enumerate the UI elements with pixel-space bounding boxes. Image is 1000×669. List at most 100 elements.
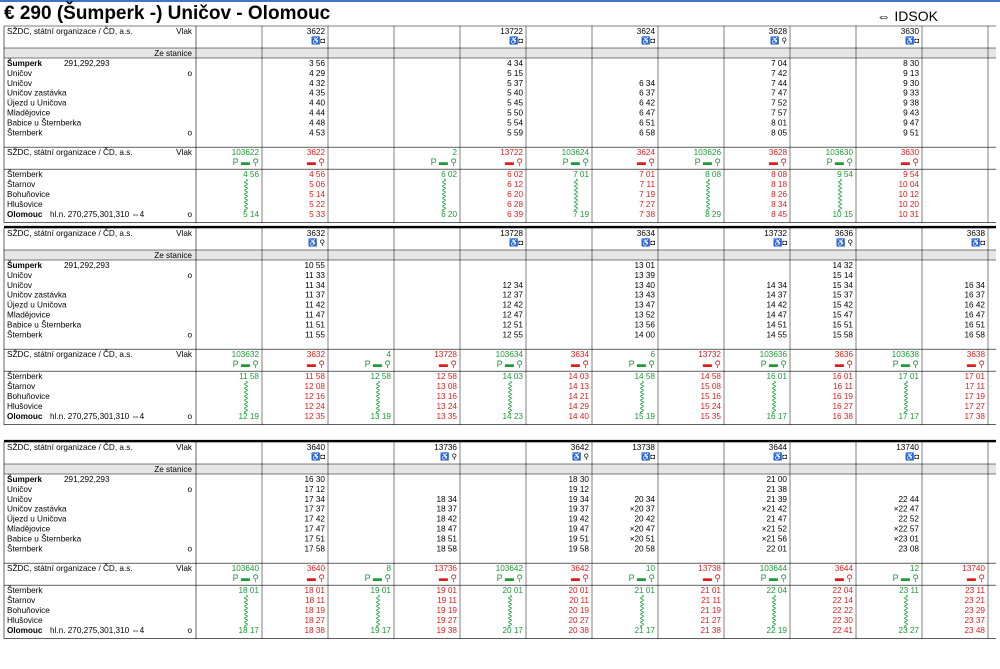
train-number: 13740 — [896, 443, 919, 452]
vlak-label: Vlak — [176, 564, 193, 573]
connection-symbols: ▬ ⚲ — [835, 573, 853, 583]
rail-time: 12 51 — [503, 320, 524, 329]
bus-time: 23 37 — [965, 616, 986, 625]
bus-time: 12 19 — [239, 412, 260, 421]
through-line — [244, 380, 248, 414]
rail-time: 6 37 — [639, 89, 655, 98]
connecting-train-number: 3638 — [967, 350, 986, 359]
rail-time: 12 55 — [503, 330, 524, 339]
rail-time: 19 37 — [569, 505, 590, 514]
bus-time: 17 38 — [965, 412, 986, 421]
bus-time: 15 19 — [635, 412, 656, 421]
bus-time: 20 19 — [569, 606, 590, 615]
train-number: 13738 — [632, 443, 655, 452]
rail-time: 16 37 — [965, 291, 986, 300]
bus-time: 17 27 — [965, 402, 986, 411]
marker-o: o — [187, 485, 192, 494]
connection-symbols: P ▬ ⚲ — [761, 573, 787, 583]
through-line — [640, 380, 644, 414]
station-unicov: Uničov — [7, 495, 33, 504]
through-line — [442, 178, 446, 212]
rail-time: 13 43 — [635, 291, 656, 300]
rail-time: 4 40 — [309, 99, 325, 108]
bus-time: 6 02 — [441, 170, 457, 179]
bus-time: 22 41 — [833, 626, 854, 635]
rail-time: 17 47 — [305, 525, 326, 534]
station-mladejovice: Mladějovice — [7, 311, 51, 320]
bus-time: 16 11 — [833, 382, 853, 391]
rail-time: 16 42 — [965, 301, 986, 310]
bus-time: 12 35 — [305, 412, 326, 421]
ze-stanice-bar — [4, 250, 996, 260]
connecting-train-number: 13722 — [500, 148, 523, 157]
connection-symbols: P ▬ ⚲ — [497, 359, 523, 369]
rail-time: 6 47 — [639, 109, 655, 118]
through-line — [508, 380, 512, 414]
rail-time: ×20 37 — [630, 505, 656, 514]
through-line — [904, 594, 908, 628]
bus-time: 18 38 — [305, 626, 326, 635]
station-sternberk: Šternberk — [7, 585, 43, 595]
sumperk-ref: 291,292,293 — [64, 475, 110, 484]
station-unicov_z: Uničov zastávka — [7, 89, 67, 98]
station-unicov: Uničov — [7, 79, 33, 88]
station-sternberk: Šternberk — [7, 543, 43, 553]
marker-o: o — [187, 330, 192, 339]
through-line — [574, 178, 578, 212]
bus-time: 10 31 — [899, 210, 920, 219]
station-bohunovice: Bohuňovice — [7, 392, 50, 401]
bus-time: 18 19 — [305, 606, 326, 615]
bus-time: 15 24 — [701, 402, 722, 411]
rail-time: 19 12 — [569, 485, 590, 494]
rail-time: 6 42 — [639, 99, 655, 108]
bus-time: 17 17 — [899, 412, 920, 421]
station-unicov: Uničov — [7, 69, 33, 78]
top-accent-line — [0, 0, 1000, 2]
station-starnov: Štarnov — [7, 381, 36, 391]
rail-time: 6 51 — [639, 118, 655, 127]
train-symbols: ♿ ⚲ — [572, 452, 589, 461]
rail-time: 21 00 — [767, 475, 788, 484]
rail-time: 15 37 — [833, 291, 854, 300]
rail-time: 11 37 — [305, 291, 325, 300]
train-symbols: ♿◘ — [905, 36, 919, 45]
rail-time: 21 38 — [767, 485, 788, 494]
bus-time: 17 01 — [899, 372, 920, 381]
bus-time: 5 06 — [309, 180, 325, 189]
connection-symbols: ▬ ⚲ — [703, 359, 721, 369]
rail-time: 11 51 — [305, 320, 325, 329]
station-sumperk: Šumperk — [7, 259, 42, 270]
rail-time: 17 37 — [305, 505, 326, 514]
rail-time: ×21 56 — [762, 534, 788, 543]
connection-symbols: ▬ ⚲ — [769, 157, 787, 167]
connecting-train-number: 103634 — [496, 350, 524, 359]
bus-time: 13 24 — [437, 402, 458, 411]
bus-time: 14 58 — [701, 372, 722, 381]
rail-time: 19 58 — [569, 544, 590, 553]
connecting-train-number: 3622 — [307, 148, 326, 157]
rail-time: 5 40 — [507, 89, 523, 98]
connecting-train-number: 3640 — [307, 564, 326, 573]
rail-time: 18 42 — [437, 515, 458, 524]
connecting-train-number: 6 — [650, 350, 655, 359]
bus-time: 12 58 — [437, 372, 458, 381]
rail-time: 18 47 — [437, 525, 458, 534]
bus-time: 16 27 — [833, 402, 854, 411]
station-hlusovice: Hlušovice — [7, 402, 43, 411]
bus-time: 5 22 — [309, 200, 325, 209]
bus-time: 17 11 — [965, 382, 985, 391]
connecting-train-number: 3632 — [307, 350, 326, 359]
rail-time: 5 37 — [507, 79, 523, 88]
bus-time: 11 58 — [239, 372, 259, 381]
bus-time: 5 14 — [309, 190, 325, 199]
connecting-train-number: 13740 — [962, 564, 985, 573]
train-symbols: ♿ ⚲ — [440, 452, 457, 461]
bus-time: 6 20 — [507, 190, 523, 199]
bus-time: 19 19 — [437, 606, 458, 615]
bus-time: 7 27 — [639, 200, 655, 209]
through-line — [244, 178, 248, 212]
page-title: € 290 (Šumperk -) Uničov - Olomouc — [4, 3, 331, 24]
rail-time: 19 51 — [569, 534, 590, 543]
connection-symbols: P ▬ ⚲ — [695, 157, 721, 167]
